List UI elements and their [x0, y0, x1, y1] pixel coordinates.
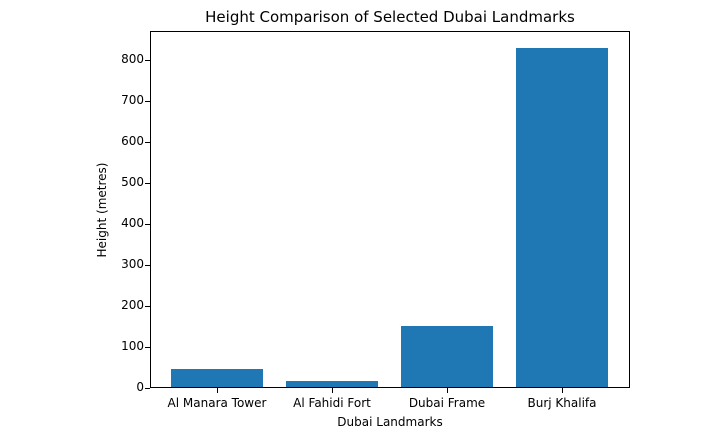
- y-tick-label: 800: [121, 52, 144, 66]
- bar: [516, 47, 608, 387]
- y-tick-label: 400: [121, 216, 144, 230]
- y-tick-label: 700: [121, 93, 144, 107]
- y-tick-label: 100: [121, 339, 144, 353]
- chart-title: Height Comparison of Selected Dubai Land…: [205, 8, 575, 26]
- x-tick-mark: [332, 388, 333, 393]
- y-tick-mark: [145, 347, 150, 348]
- y-tick-label: 300: [121, 257, 144, 271]
- bar: [171, 368, 263, 387]
- y-tick-label: 600: [121, 134, 144, 148]
- y-tick-mark: [145, 101, 150, 102]
- y-tick-label: 0: [136, 380, 144, 394]
- x-axis-label: Dubai Landmarks: [337, 415, 443, 429]
- y-tick-mark: [145, 183, 150, 184]
- plot-area: [150, 31, 630, 388]
- x-tick-mark: [562, 388, 563, 393]
- x-tick-label: Al Fahidi Fort: [293, 396, 371, 410]
- y-tick-mark: [145, 224, 150, 225]
- x-tick-label: Burj Khalifa: [527, 396, 597, 410]
- y-tick-mark: [145, 388, 150, 389]
- y-tick-mark: [145, 265, 150, 266]
- y-tick-label: 200: [121, 298, 144, 312]
- x-tick-mark: [447, 388, 448, 393]
- bar: [286, 380, 378, 387]
- x-tick-label: Al Manara Tower: [167, 396, 267, 410]
- y-tick-mark: [145, 60, 150, 61]
- x-tick-mark: [217, 388, 218, 393]
- y-tick-mark: [145, 142, 150, 143]
- y-tick-mark: [145, 306, 150, 307]
- bar: [401, 325, 493, 387]
- y-tick-label: 500: [121, 175, 144, 189]
- x-tick-label: Dubai Frame: [408, 396, 486, 410]
